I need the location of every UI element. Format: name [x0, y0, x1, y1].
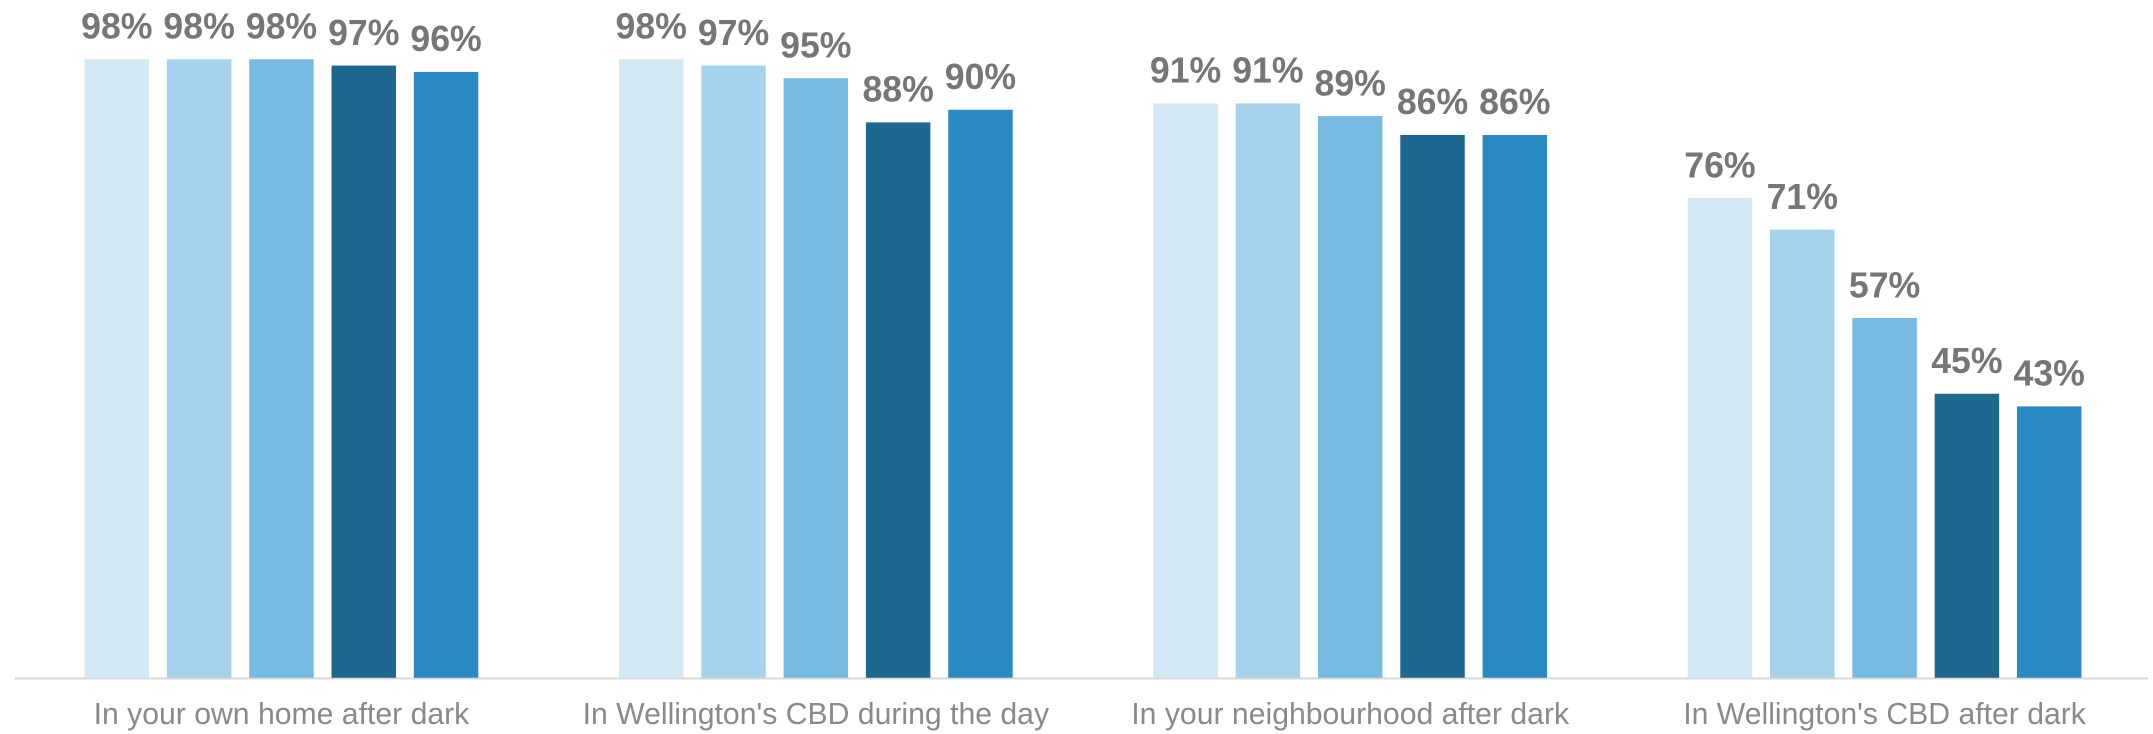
bar — [1482, 135, 1548, 678]
bar — [413, 71, 479, 678]
bar — [84, 59, 150, 678]
category-label: In Wellington's CBD during the day — [583, 698, 1050, 731]
value-label: 76% — [1684, 145, 1755, 185]
bar — [1400, 135, 1465, 678]
bar — [865, 122, 931, 678]
value-label: 98% — [616, 7, 687, 47]
bar — [948, 109, 1013, 678]
value-label: 91% — [1232, 51, 1303, 91]
category-label: In Wellington's CBD after dark — [1683, 698, 2087, 731]
value-label: 86% — [1479, 82, 1550, 122]
bar — [1153, 103, 1218, 678]
bar — [1934, 393, 2000, 678]
bar — [1317, 116, 1383, 678]
bar — [249, 59, 314, 678]
value-label: 98% — [163, 7, 234, 47]
bar — [701, 65, 766, 678]
category-label: In your neighbourhood after dark — [1131, 698, 1570, 731]
bar — [1235, 103, 1301, 678]
value-label: 96% — [410, 19, 481, 59]
bar — [783, 78, 849, 678]
bar — [1852, 318, 1917, 678]
value-label: 45% — [1931, 341, 2002, 381]
value-label: 57% — [1849, 265, 1920, 305]
value-label: 71% — [1767, 177, 1838, 217]
bar — [2016, 406, 2082, 678]
value-label: 88% — [862, 70, 933, 110]
value-label: 95% — [780, 25, 851, 65]
bar — [331, 65, 397, 678]
bar — [618, 59, 684, 678]
value-label: 43% — [2014, 354, 2085, 394]
value-label: 90% — [945, 57, 1016, 97]
value-label: 97% — [698, 13, 769, 53]
bar — [1687, 198, 1753, 678]
value-label: 89% — [1315, 63, 1386, 103]
bar — [1770, 229, 1835, 678]
value-label: 98% — [81, 7, 152, 47]
bar — [166, 59, 232, 678]
value-label: 98% — [246, 7, 317, 47]
value-label: 97% — [328, 13, 399, 53]
value-label: 91% — [1150, 51, 1221, 91]
category-label: In your own home after dark — [94, 698, 471, 731]
value-label: 86% — [1397, 82, 1468, 122]
